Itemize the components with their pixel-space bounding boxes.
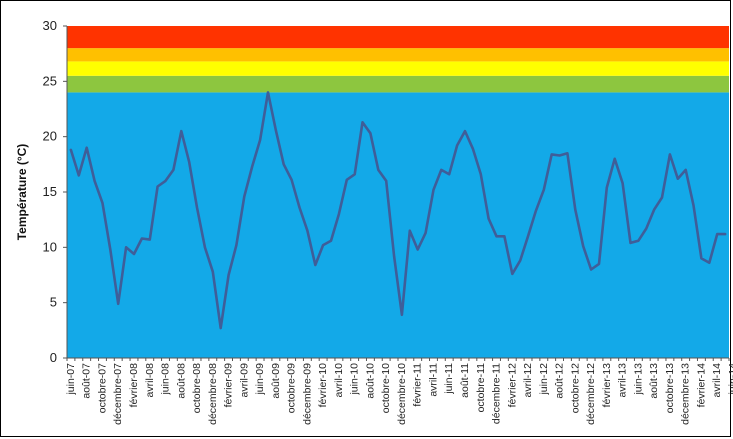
x-tick-label: février-12 [506,363,518,408]
x-tick-label: avril-08 [144,363,156,398]
x-tick-label: décembre-07 [112,363,124,425]
y-tick-label: 15 [43,184,57,199]
x-tick-label: août-09 [270,363,282,399]
series [69,91,727,330]
y-tick-label: 20 [43,129,57,144]
x-tick-label: juin-13 [632,363,644,396]
x-tick-label: décembre-10 [396,363,408,425]
band-3 [67,48,729,62]
x-tick-label: octobre-08 [191,363,203,413]
x-tick-label: octobre-09 [286,363,298,413]
x-tick-label: décembre-12 [585,363,597,425]
y-axis-label: Température (°C) [15,144,29,241]
x-tick-label: août-11 [459,363,471,398]
x-tick-label: avril-09 [238,363,250,398]
x-tick-label: avril-11 [427,363,439,397]
x-tick-label: avril-10 [333,363,345,398]
x-tick-label: avril-14 [711,363,723,398]
x-tick-label: juin-10 [349,363,361,396]
y-tick-label: 30 [43,18,57,33]
x-tick-label: décembre-11 [491,363,503,424]
x-tick-label: décembre-09 [301,363,313,425]
band-1 [67,75,729,93]
y-tick-label: 10 [43,239,57,254]
band-0 [67,92,729,359]
x-tick-label: juin-07 [65,363,77,396]
x-tick-label: juin-09 [254,363,266,396]
x-tick-label: février-14 [695,363,707,408]
x-tick-label: juin-11 [443,363,455,395]
x-tick-label: octobre-11 [475,363,487,413]
x-tick-labels: juin-07 août-07 octobre-07 décembre-07 févri… [65,363,733,425]
y-tick-label: 5 [50,295,57,310]
x-tick-label: août-13 [648,363,660,399]
x-tick-label: août-10 [364,363,376,399]
x-tick-label: août-07 [81,363,93,399]
x-tick-label: octobre-12 [569,363,581,413]
x-tick-label: avril-12 [522,363,534,398]
temperature-line [69,91,727,330]
x-tick-label: décembre-13 [680,363,692,425]
band-4 [67,26,729,49]
x-tick-label: février-09 [223,363,235,408]
x-tick-label: février-13 [601,363,613,408]
y-tick-labels: 0 5 10 15 20 25 30 [43,18,57,365]
x-tick-label: décembre-08 [207,363,219,425]
x-tick-label: août-08 [175,363,187,399]
x-tick-label: février-08 [128,363,140,408]
x-tick-label: juin-08 [160,363,172,396]
x-tick-label: juin-14 [727,363,733,396]
x-tick-label: février-11 [412,363,424,407]
x-tick-label: juin-12 [538,363,550,396]
x-tick-label: octobre-13 [664,363,676,413]
band-2 [67,61,729,76]
x-tick-label: octobre-07 [96,363,108,413]
axes [63,25,730,361]
threshold-bands [67,26,729,359]
y-tick-label: 25 [43,73,57,88]
x-tick-label: octobre-10 [380,363,392,413]
x-tick-label: avril-13 [617,363,629,398]
y-tick-label: 0 [50,350,57,365]
x-tick-label: février-10 [317,363,329,408]
x-tick-label: août-12 [554,363,566,399]
